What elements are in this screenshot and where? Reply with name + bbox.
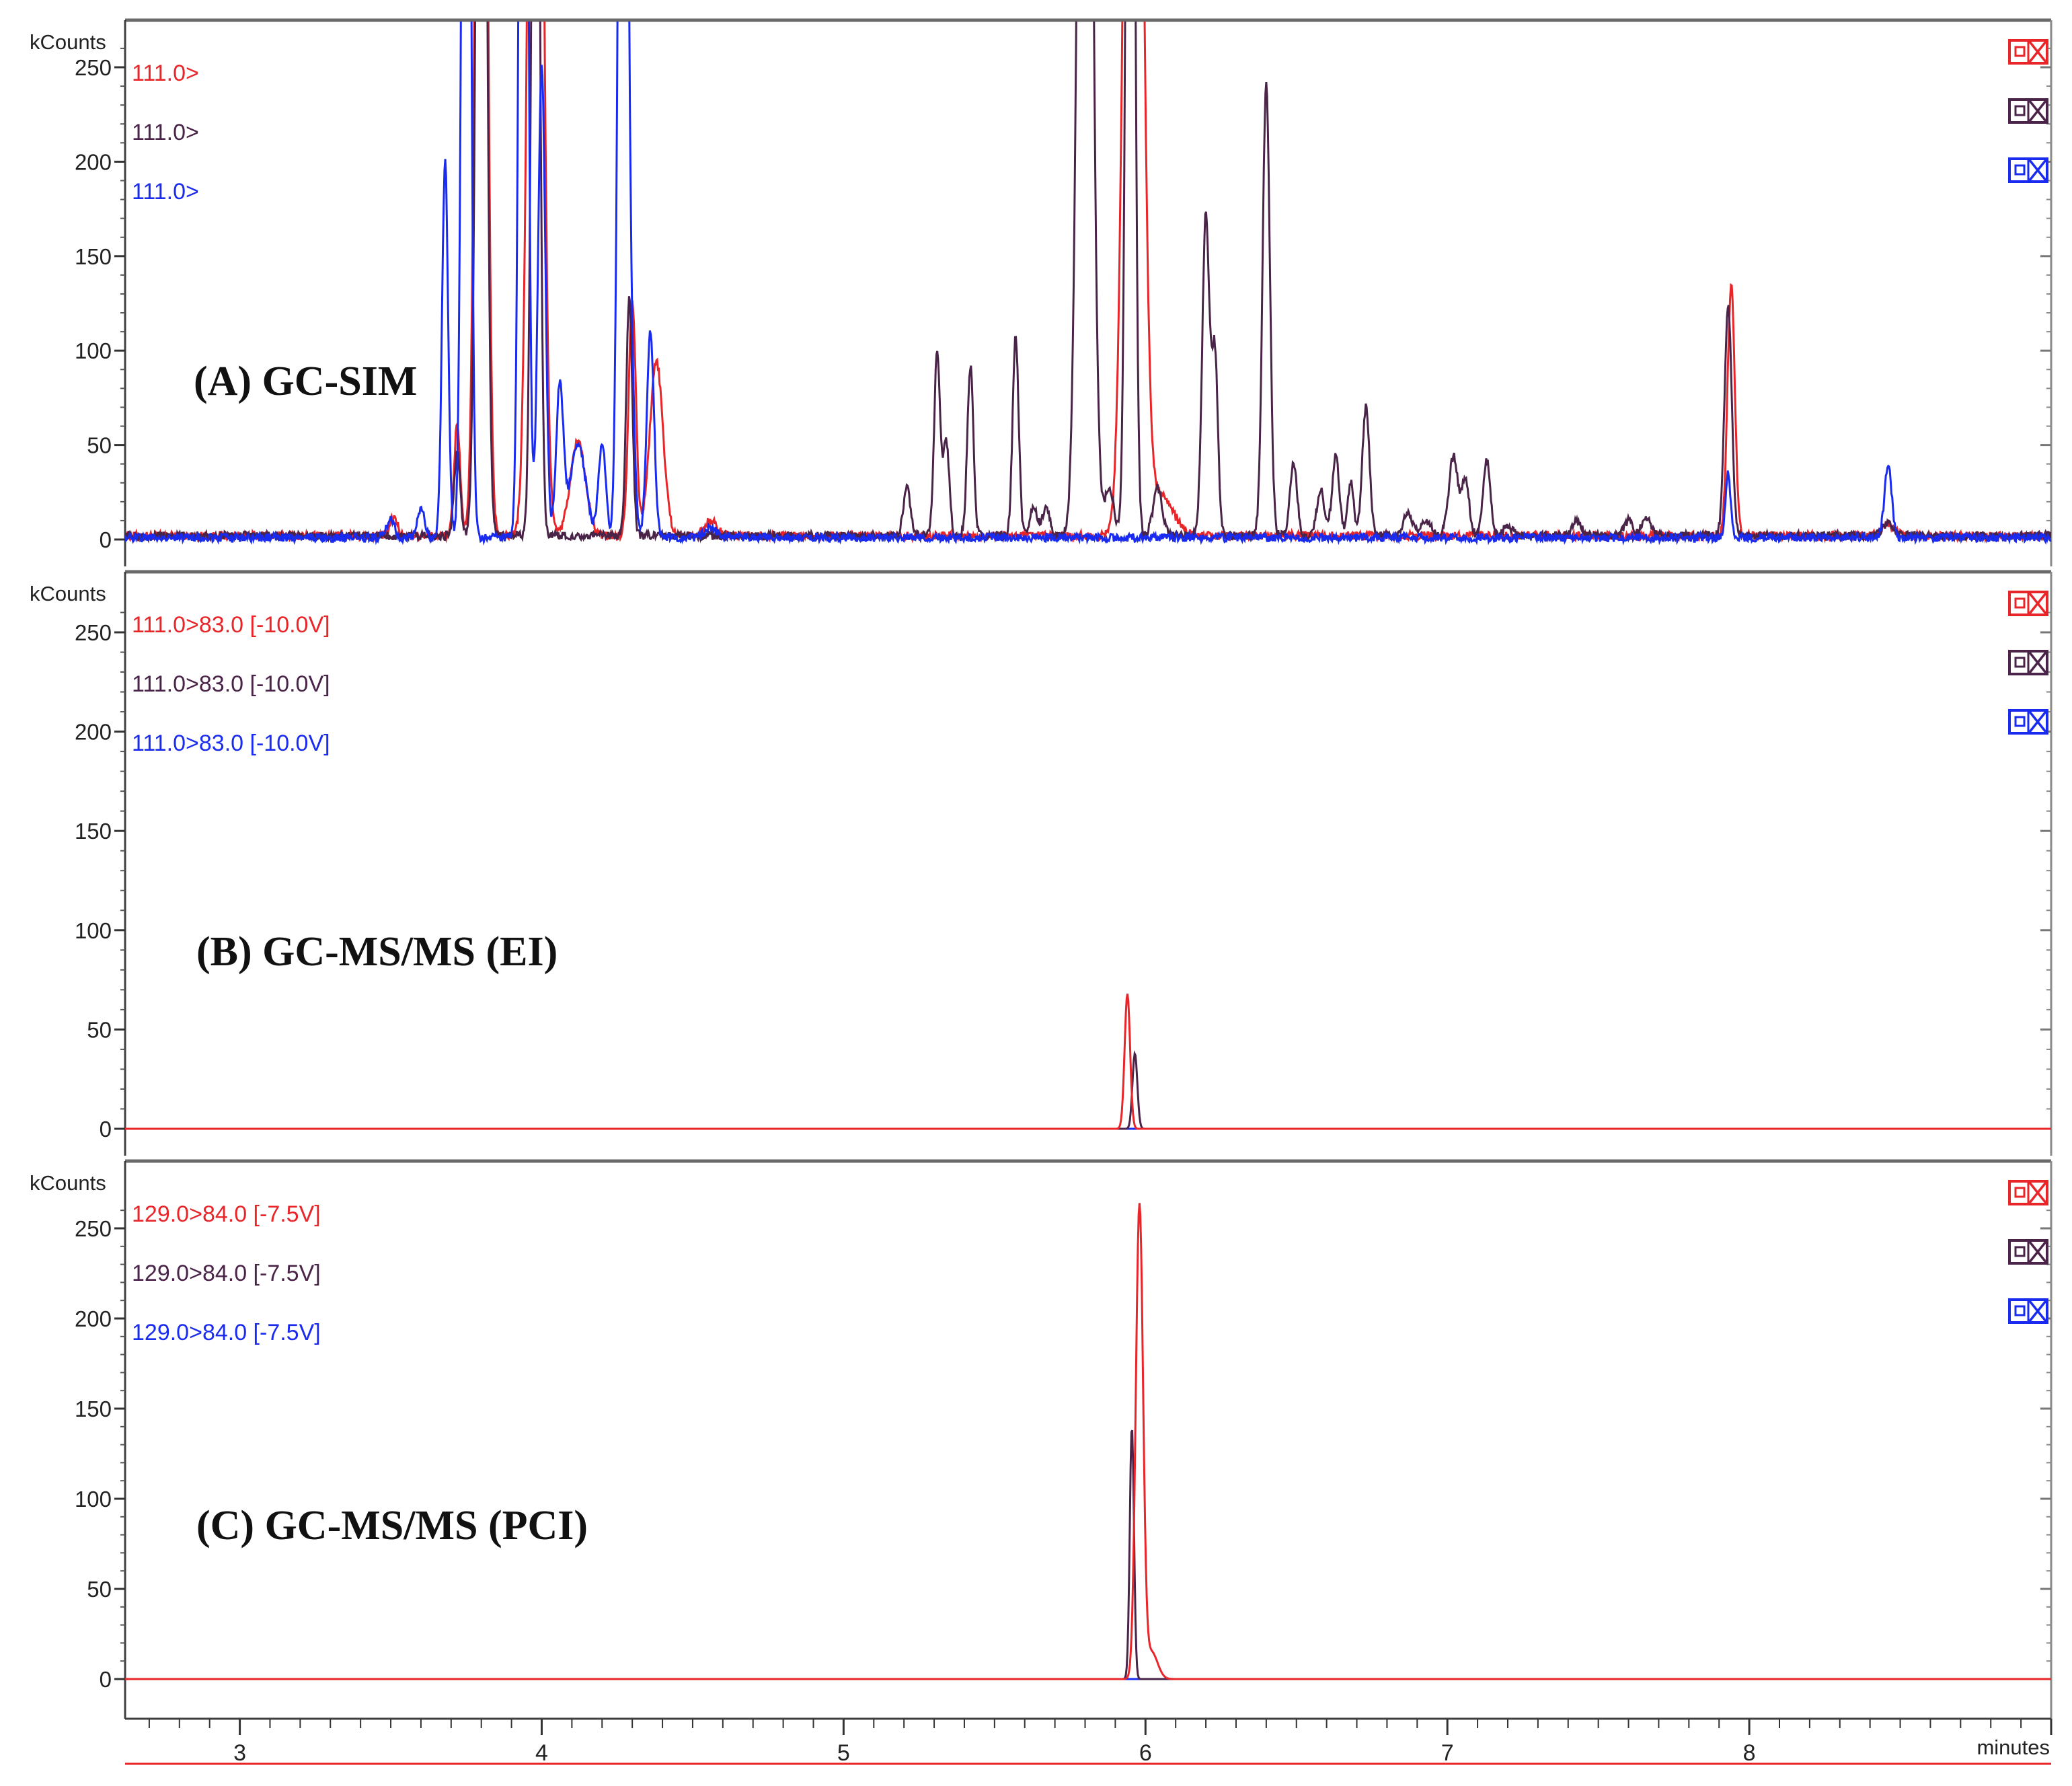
y-unit-label: kCounts xyxy=(30,582,106,605)
legend-entry-blue: 111.0> xyxy=(132,179,199,204)
trace-box-icon xyxy=(2014,164,2026,176)
trace-cross-icon xyxy=(2028,1300,2047,1323)
y-unit-label: kCounts xyxy=(30,1171,106,1195)
y-tick-label: 0 xyxy=(100,1117,112,1142)
y-tick-label: 250 xyxy=(75,620,112,645)
x-tick-label: 5 xyxy=(837,1740,850,1766)
y-tick-label: 0 xyxy=(100,1667,112,1692)
trace-cross-icon xyxy=(2028,710,2047,733)
y-tick-label: 250 xyxy=(75,1216,112,1241)
legend-entry-red: 111.0>83.0 [-10.0V] xyxy=(132,612,330,638)
series-line-purple xyxy=(125,22,2051,544)
series-line-red xyxy=(125,994,2051,1130)
panel-title: (A) GC-SIM xyxy=(194,359,417,404)
series-line-red xyxy=(125,1203,2051,1680)
trace-toggle-icon[interactable] xyxy=(2008,157,2048,183)
trace-toggle-icon[interactable] xyxy=(2008,709,2048,735)
trace-box-icon xyxy=(2014,716,2026,727)
trace-toggle-icon[interactable] xyxy=(2008,98,2048,124)
x-tick-label: 8 xyxy=(1743,1740,1756,1766)
legend-entry-purple: 111.0> xyxy=(132,120,199,145)
panel-title: (B) GC-MS/MS (EI) xyxy=(196,929,558,975)
trace-cross-icon xyxy=(2028,651,2047,674)
panel-title: (C) GC-MS/MS (PCI) xyxy=(196,1503,588,1549)
trace-toggle-icon[interactable] xyxy=(2008,1298,2048,1324)
x-axis: 3 4 5 6 7 8 minutes xyxy=(125,1717,2052,1766)
trace-cross-icon xyxy=(2028,159,2047,182)
y-tick-label: 250 xyxy=(75,55,112,80)
legend-entry-purple: 129.0>84.0 [-7.5V] xyxy=(132,1261,321,1286)
trace-cross-icon xyxy=(2028,1240,2047,1263)
trace-box-icon xyxy=(2014,1187,2026,1198)
y-tick-label: 100 xyxy=(75,1487,112,1512)
legend-entry-blue: 129.0>84.0 [-7.5V] xyxy=(132,1320,321,1345)
panel-c: 0 50 100 150 200 250 kCounts 129.0>84.0 [-7.5V]… xyxy=(30,1159,2052,1719)
x-axis-label: minutes xyxy=(1977,1736,2050,1759)
trace-box-icon xyxy=(2014,597,2026,609)
y-unit-label: kCounts xyxy=(30,30,106,54)
y-tick-label: 100 xyxy=(75,918,112,943)
x-tick-label: 4 xyxy=(535,1740,548,1766)
y-tick-label: 50 xyxy=(87,1017,112,1042)
trace-toggle-icon[interactable] xyxy=(2008,591,2048,616)
legend-entry-red: 111.0> xyxy=(132,61,199,86)
y-tick-label: 200 xyxy=(75,1306,112,1331)
trace-toggle-icon[interactable] xyxy=(2008,1239,2048,1265)
x-tick-label: 6 xyxy=(1139,1740,1152,1766)
trace-cross-icon xyxy=(2028,40,2047,63)
legend-entry-red: 129.0>84.0 [-7.5V] xyxy=(132,1201,321,1227)
x-tick-label: 3 xyxy=(233,1740,246,1766)
trace-box-icon xyxy=(2014,1305,2026,1316)
trace-cross-icon xyxy=(2028,592,2047,615)
trace-box-icon xyxy=(2014,46,2026,57)
series-line-blue xyxy=(125,22,2051,546)
trace-box-icon xyxy=(2014,1246,2026,1257)
y-tick-label: 0 xyxy=(100,527,112,552)
trace-cross-icon xyxy=(2028,100,2047,122)
y-tick-label: 150 xyxy=(75,1397,112,1421)
y-tick-label: 50 xyxy=(87,433,112,458)
legend-entry-purple: 111.0>83.0 [-10.0V] xyxy=(132,671,330,697)
y-tick-label: 50 xyxy=(87,1577,112,1602)
trace-toggle-icon[interactable] xyxy=(2008,1180,2048,1205)
y-tick-label: 150 xyxy=(75,244,112,269)
trace-box-icon xyxy=(2014,105,2026,116)
trace-toggle-icon[interactable] xyxy=(2008,39,2048,65)
x-tick-label: 7 xyxy=(1441,1740,1454,1766)
trace-box-icon xyxy=(2014,657,2026,668)
trace-toggle-icon[interactable] xyxy=(2008,650,2048,675)
trace-cross-icon xyxy=(2028,1181,2047,1204)
y-tick-label: 200 xyxy=(75,720,112,745)
y-tick-label: 200 xyxy=(75,149,112,174)
y-tick-label: 150 xyxy=(75,819,112,844)
panel-b: 0 50 100 150 200 250 kCounts 111.0>83.0 [-10.0V… xyxy=(30,570,2052,1156)
legend-entry-blue: 111.0>83.0 [-10.0V] xyxy=(132,731,330,756)
y-tick-label: 100 xyxy=(75,338,112,363)
